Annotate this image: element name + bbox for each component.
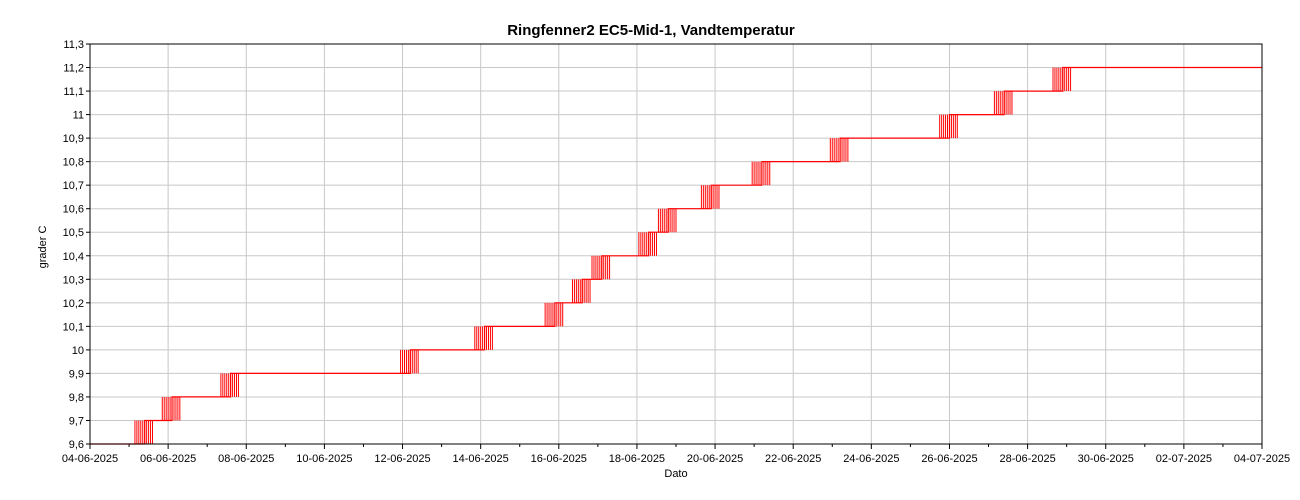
x-tick-label: 02-07-2025 (1156, 453, 1212, 465)
x-tick-label: 20-06-2025 (687, 453, 743, 465)
y-tick-label: 9,9 (69, 368, 84, 380)
y-tick-label: 9,7 (69, 415, 84, 427)
chart-title: Ringfenner2 EC5-Mid-1, Vandtemperatur (507, 22, 795, 39)
y-tick-label: 10,8 (63, 157, 84, 169)
y-tick-label: 10,3 (63, 274, 84, 286)
series-group (90, 66, 1262, 445)
y-tick-label: 10,7 (63, 180, 84, 192)
x-tick-label: 06-06-2025 (140, 453, 196, 465)
y-tick-label: 9,6 (69, 439, 84, 451)
x-tick-label: 12-06-2025 (374, 453, 430, 465)
x-tick-label: 30-06-2025 (1078, 453, 1134, 465)
y-axis: 9,6 9,7 9,8 9,9 10 10,1 10,2 10,3 10,4 10,5 10,6 10… (63, 39, 90, 451)
y-tick-label: 10,5 (63, 227, 84, 239)
x-tick-label: 08-06-2025 (218, 453, 274, 465)
x-tick-label: 22-06-2025 (765, 453, 821, 465)
x-tick-label: 16-06-2025 (531, 453, 587, 465)
y-axis-label: grader C (37, 226, 49, 269)
y-tick-label: 10,6 (63, 204, 84, 216)
plot-area (89, 43, 1263, 445)
x-tick-label: 04-06-2025 (62, 453, 118, 465)
x-tick-label: 10-06-2025 (296, 453, 352, 465)
y-tick-label: 10 (72, 345, 84, 357)
x-tick-label: 28-06-2025 (999, 453, 1055, 465)
y-tick-label: 11,2 (63, 63, 84, 75)
x-tick-label: 14-06-2025 (453, 453, 509, 465)
y-tick-label: 11,3 (63, 39, 84, 51)
y-tick-label: 11 (73, 110, 84, 122)
y-tick-label: 10,4 (63, 251, 84, 263)
x-tick-label: 18-06-2025 (609, 453, 665, 465)
y-tick-label: 11,1 (63, 86, 84, 98)
y-tick-label: 9,8 (69, 392, 84, 404)
y-tick-label: 10,9 (63, 133, 84, 145)
grid (90, 44, 1262, 444)
y-tick-label: 10,1 (63, 321, 84, 333)
x-axis-label: Dato (664, 468, 687, 480)
x-tick-label: 26-06-2025 (921, 453, 977, 465)
x-tick-label: 24-06-2025 (843, 453, 899, 465)
x-axis: 04-06-2025 06-06-2025 08-06-2025 10-06-2025… (62, 444, 1290, 465)
y-tick-label: 10,2 (63, 298, 84, 310)
x-tick-label: 04-07-2025 (1234, 453, 1290, 465)
